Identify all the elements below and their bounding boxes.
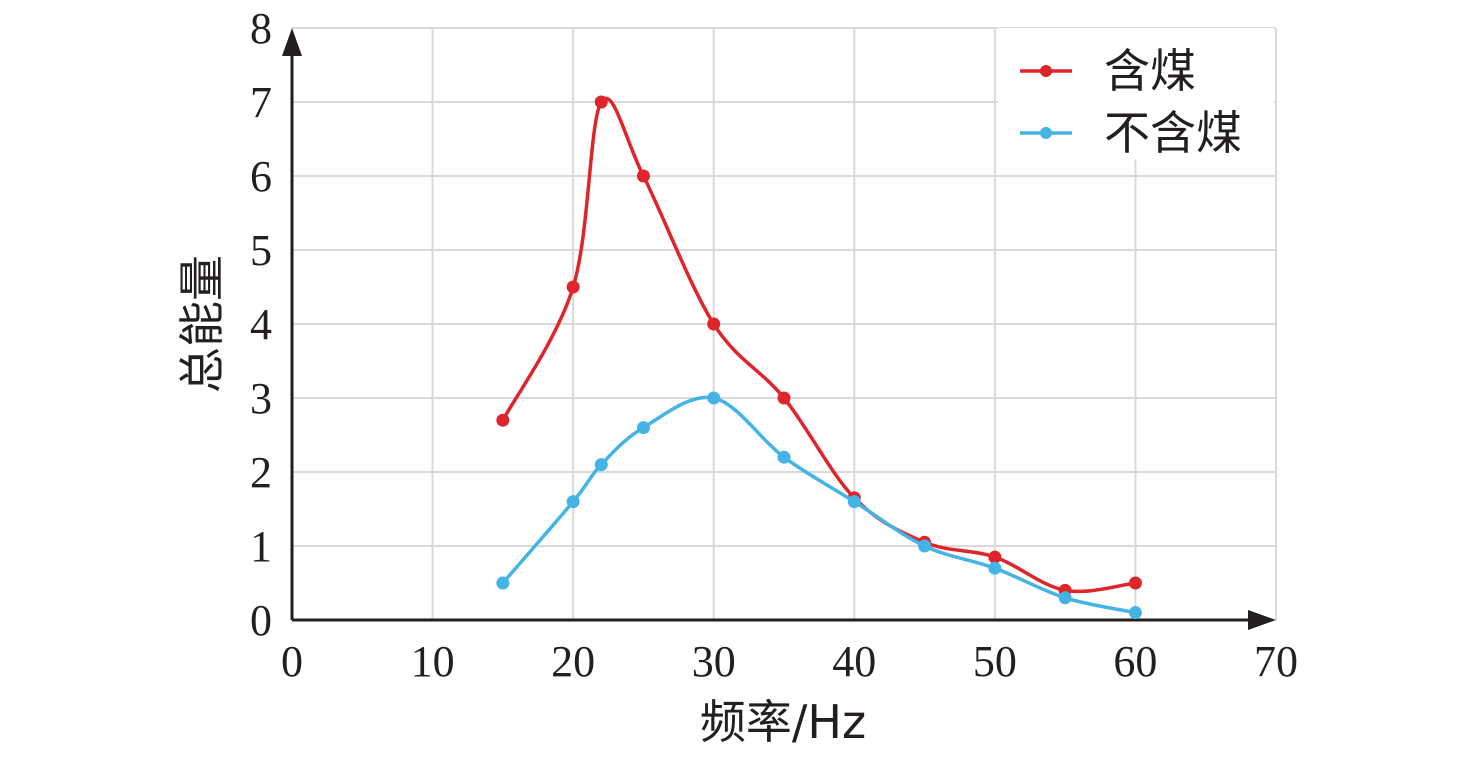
x-tick-label: 0 xyxy=(281,637,303,686)
x-tick-label: 10 xyxy=(411,637,455,686)
y-tick-labels: 0 1 2 3 4 5 6 7 8 xyxy=(250,4,272,645)
data-point xyxy=(496,576,510,590)
axes xyxy=(282,28,1276,630)
data-point xyxy=(566,495,580,509)
y-tick-label: 2 xyxy=(250,448,272,497)
y-tick-label: 0 xyxy=(250,596,272,645)
legend-label: 不含煤 xyxy=(1104,106,1242,160)
y-tick-label: 8 xyxy=(250,4,272,53)
data-point xyxy=(636,421,650,435)
x-axis-title: 频率/Hz xyxy=(700,695,866,749)
data-point xyxy=(777,391,791,405)
data-point xyxy=(566,280,580,294)
data-point xyxy=(594,95,608,109)
data-point xyxy=(496,413,510,427)
data-point xyxy=(707,391,721,405)
data-point xyxy=(1128,576,1142,590)
data-point xyxy=(594,458,608,472)
y-tick-label: 5 xyxy=(250,226,272,275)
x-tick-labels: 0 10 20 30 40 50 60 70 xyxy=(281,637,1298,686)
data-point xyxy=(636,169,650,183)
data-point xyxy=(1058,591,1072,605)
data-point xyxy=(918,539,932,553)
data-point xyxy=(988,550,1002,564)
series-layer xyxy=(496,95,1142,620)
y-axis-title: 总能量 xyxy=(175,255,229,393)
data-point xyxy=(847,495,861,509)
y-axis-arrow xyxy=(282,28,302,56)
data-point xyxy=(777,450,791,464)
x-tick-label: 50 xyxy=(973,637,1017,686)
y-tick-label: 1 xyxy=(250,522,272,571)
data-point xyxy=(988,561,1002,575)
x-tick-label: 40 xyxy=(832,637,876,686)
data-point xyxy=(1128,606,1142,620)
y-tick-label: 6 xyxy=(250,152,272,201)
x-axis-arrow xyxy=(1248,610,1276,630)
x-tick-label: 60 xyxy=(1113,637,1157,686)
y-tick-label: 3 xyxy=(250,374,272,423)
x-tick-label: 30 xyxy=(692,637,736,686)
series-line xyxy=(501,96,1136,594)
x-tick-label: 20 xyxy=(551,637,595,686)
series-1 xyxy=(496,95,1142,597)
y-tick-label: 4 xyxy=(250,300,272,349)
legend-label: 含煤 xyxy=(1104,44,1196,98)
legend-marker xyxy=(1040,65,1052,77)
x-tick-label: 70 xyxy=(1254,637,1298,686)
legend-marker xyxy=(1040,127,1052,139)
series-2 xyxy=(496,391,1142,620)
y-tick-label: 7 xyxy=(250,78,272,127)
data-point xyxy=(707,317,721,331)
